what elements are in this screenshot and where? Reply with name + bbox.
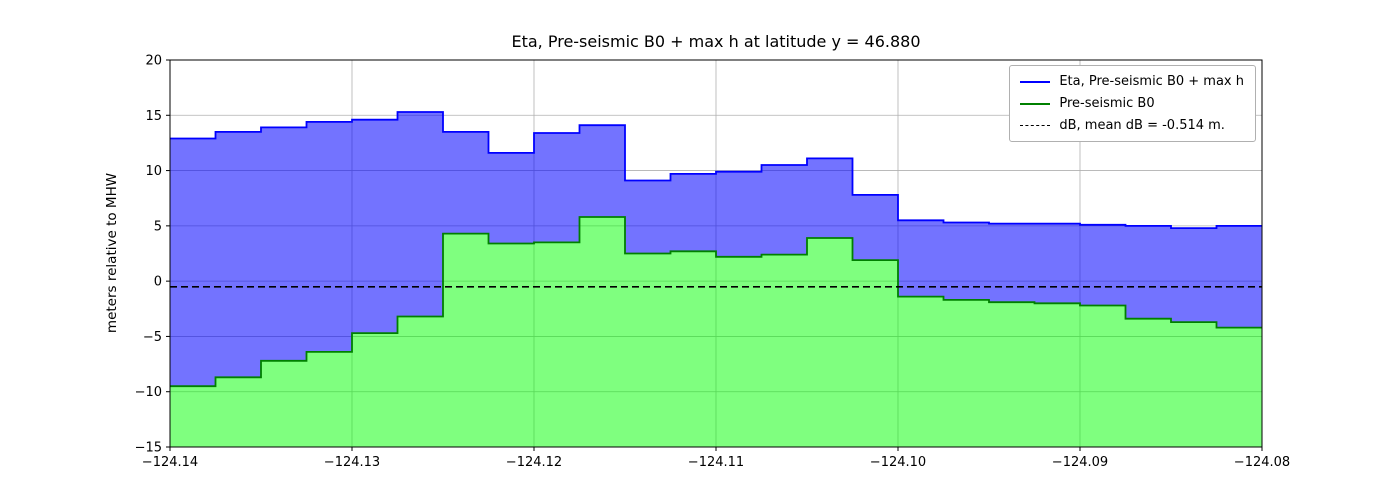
- x-tick-label: −124.12: [506, 455, 562, 470]
- y-tick-label: 5: [154, 219, 162, 234]
- x-tick-label: −124.13: [324, 455, 380, 470]
- eta-line: [170, 111, 1262, 230]
- x-tick-label: −124.11: [688, 455, 744, 470]
- legend-label-b0: Pre-seismic B0: [1059, 96, 1155, 111]
- y-tick-label: −15: [135, 441, 162, 456]
- x-tick-label: −124.08: [1234, 455, 1290, 470]
- x-axis: −124.14 −124.13 −124.12 −124.11 −124.10 −124.…: [142, 447, 1290, 470]
- y-tick-label: 20: [145, 54, 162, 69]
- y-tick-label: −10: [135, 385, 162, 400]
- legend-entry-db: dB, mean dB = -0.514 m.: [1020, 118, 1244, 133]
- x-tick-label: −124.09: [1052, 455, 1108, 470]
- legend-entry-eta: Eta, Pre-seismic B0 + max h: [1020, 74, 1244, 89]
- legend-line-sample-eta: [1020, 80, 1051, 83]
- legend: Eta, Pre-seismic B0 + max h Pre-seismic …: [1009, 65, 1256, 142]
- y-tick-label: 15: [145, 109, 162, 124]
- legend-label-eta: Eta, Pre-seismic B0 + max h: [1059, 74, 1244, 89]
- y-tick-label: −5: [143, 330, 162, 345]
- legend-label-db: dB, mean dB = -0.514 m.: [1059, 118, 1225, 133]
- legend-line-sample-b0: [1020, 102, 1051, 105]
- chart-title: Eta, Pre-seismic B0 + max h at latitude …: [511, 32, 921, 51]
- legend-line-sample-db: [1020, 125, 1051, 126]
- b0-line: [170, 216, 1262, 388]
- y-tick-label: 10: [145, 164, 162, 179]
- y-axis-label: meters relative to MHW: [104, 172, 120, 334]
- eta-area-fill: [170, 112, 1262, 387]
- x-tick-label: −124.10: [870, 455, 926, 470]
- y-axis: −15 −10 −5 0 5 10 15 20: [135, 54, 170, 456]
- y-tick-label: 0: [154, 275, 162, 290]
- legend-entry-b0: Pre-seismic B0: [1020, 96, 1244, 111]
- x-tick-label: −124.14: [142, 455, 198, 470]
